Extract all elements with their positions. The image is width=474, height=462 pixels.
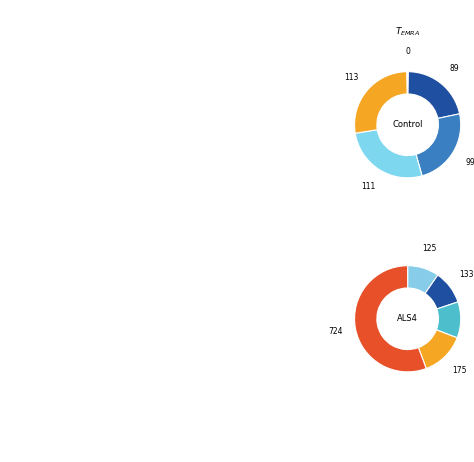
Wedge shape [437, 302, 461, 338]
Wedge shape [419, 330, 457, 369]
Text: 175: 175 [452, 366, 466, 375]
Text: 0: 0 [405, 47, 410, 56]
Text: 111: 111 [361, 182, 375, 191]
Wedge shape [355, 72, 407, 133]
Text: $T_{EMRA}$: $T_{EMRA}$ [395, 25, 420, 38]
Text: Control: Control [392, 120, 423, 129]
Wedge shape [425, 275, 458, 309]
Wedge shape [355, 266, 426, 372]
Wedge shape [355, 130, 422, 178]
Text: 133: 133 [459, 270, 474, 279]
Text: 125: 125 [422, 244, 437, 253]
Text: 724: 724 [328, 327, 343, 336]
Wedge shape [408, 266, 438, 293]
Wedge shape [408, 72, 460, 118]
Text: 113: 113 [344, 73, 359, 82]
Wedge shape [416, 114, 461, 176]
Text: 99: 99 [465, 158, 474, 167]
Text: ALS4: ALS4 [397, 314, 418, 323]
Wedge shape [407, 72, 408, 94]
Text: 89: 89 [449, 64, 459, 73]
